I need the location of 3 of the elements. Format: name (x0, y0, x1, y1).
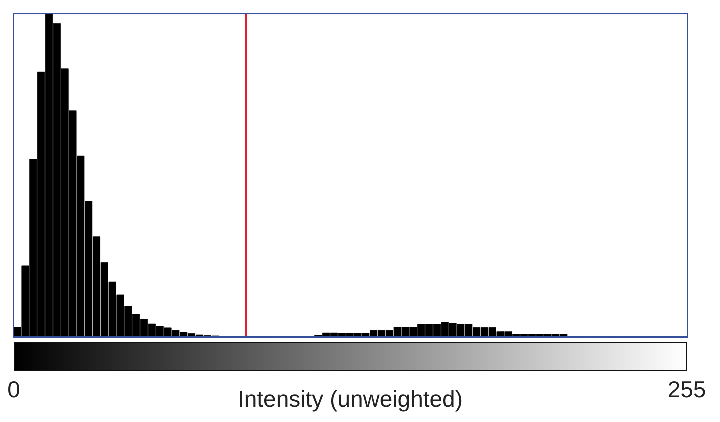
x-axis-title: Intensity (unweighted) (238, 386, 464, 412)
x-tick-label: 0 (8, 376, 20, 402)
x-tick-label: 255 (668, 376, 706, 402)
